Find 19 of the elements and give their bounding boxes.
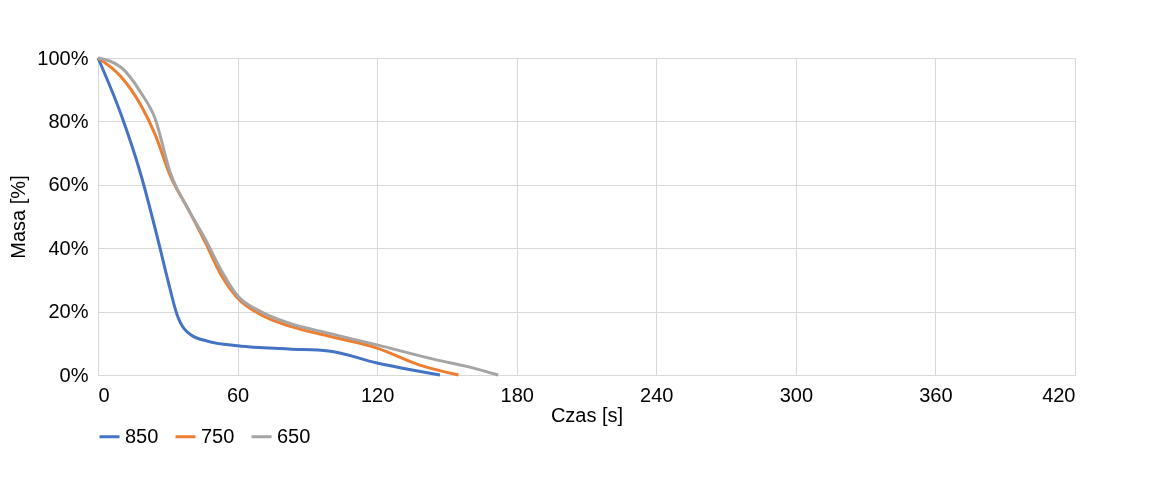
x-tick-label: 60 [226, 383, 250, 406]
y-tick-label: 80% [48, 109, 89, 132]
x-tick-label: 0 [98, 383, 110, 406]
x-tick-label: 360 [919, 383, 953, 406]
x-tick-label: 300 [779, 383, 814, 406]
y-axis-title: Masa [%] [7, 175, 30, 259]
x-tick-label: 420 [1042, 383, 1076, 406]
y-tick-label: 20% [48, 300, 89, 323]
y-tick-label: 40% [48, 236, 89, 259]
x-tick-label: 240 [640, 383, 674, 406]
legend-label: 750 [201, 424, 235, 447]
x-tick-label: 180 [500, 383, 534, 406]
x-tick-label: 120 [360, 383, 395, 406]
x-axis-title: Czas [s] [550, 403, 624, 426]
y-tick-label: 100% [37, 46, 89, 69]
y-tick-label: 60% [48, 173, 89, 196]
y-tick-label: 0% [59, 363, 89, 386]
legend-label: 650 [277, 424, 311, 447]
legend-label: 850 [125, 424, 159, 447]
